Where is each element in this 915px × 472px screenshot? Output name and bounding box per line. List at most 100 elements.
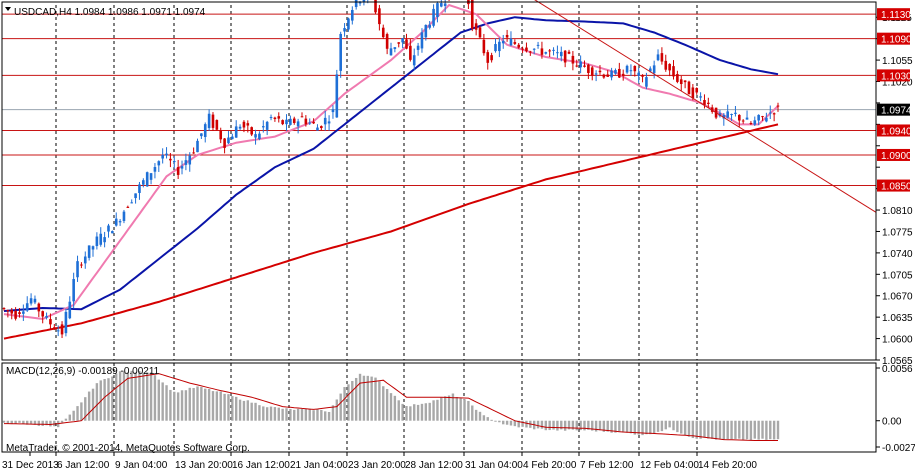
macd-bar bbox=[676, 420, 679, 433]
candle-body bbox=[242, 121, 246, 128]
macd-bar bbox=[169, 389, 172, 421]
candle-body bbox=[776, 105, 780, 107]
macd-bar bbox=[583, 420, 586, 431]
macd-bar bbox=[463, 399, 466, 421]
candlesticks bbox=[2, 0, 780, 339]
level-price-tag bbox=[877, 179, 910, 192]
candle-body bbox=[347, 18, 350, 30]
candle-body bbox=[548, 50, 551, 52]
candle-body bbox=[215, 120, 219, 130]
macd-bar bbox=[622, 420, 625, 433]
macd-bar bbox=[211, 391, 215, 421]
candle-body bbox=[668, 63, 671, 71]
macd-bar bbox=[525, 420, 528, 428]
macd-bar bbox=[269, 406, 273, 421]
candle-body bbox=[397, 42, 401, 44]
macd-bar bbox=[111, 376, 114, 421]
macd-bar bbox=[378, 381, 381, 421]
candle-body bbox=[656, 54, 660, 61]
macd-bar bbox=[591, 420, 594, 431]
time-label: 9 Jan 04:00 bbox=[115, 460, 168, 471]
macd-bar bbox=[204, 388, 207, 421]
macd-bar bbox=[571, 420, 575, 430]
macd-bar bbox=[22, 420, 25, 424]
macd-bar bbox=[579, 420, 582, 431]
resistance-trendline[interactable] bbox=[465, 0, 877, 213]
macd-bar bbox=[374, 377, 377, 421]
candle-body bbox=[327, 121, 331, 124]
macd-bar bbox=[625, 420, 629, 433]
candle-body bbox=[142, 180, 145, 185]
macd-bar bbox=[277, 407, 280, 421]
level-price-tag bbox=[877, 148, 910, 161]
macd-bar bbox=[741, 420, 745, 441]
candle-body bbox=[203, 124, 207, 138]
macd-bar bbox=[115, 373, 118, 421]
macd-bar bbox=[165, 385, 168, 421]
symbol-menu-arrow-icon[interactable] bbox=[5, 7, 11, 11]
candle-body bbox=[703, 100, 706, 105]
candle-body bbox=[49, 319, 52, 325]
macd-bar bbox=[486, 417, 489, 421]
candle-body bbox=[707, 102, 710, 104]
macd-tick-label: -0.00279 bbox=[882, 443, 915, 454]
candle-body bbox=[532, 48, 536, 50]
candle-body bbox=[312, 121, 315, 124]
candle-body bbox=[281, 120, 284, 125]
macd-bar bbox=[258, 405, 261, 421]
candle-body bbox=[629, 70, 633, 72]
macd-bar bbox=[176, 392, 180, 421]
macd-bar bbox=[691, 420, 695, 439]
macd-bar bbox=[405, 406, 408, 421]
candle-body bbox=[412, 55, 416, 66]
macd-bar bbox=[776, 420, 780, 440]
price-tick-label: 1.1055 bbox=[882, 56, 913, 67]
macd-bar bbox=[145, 372, 149, 421]
candle-body bbox=[772, 113, 776, 115]
macd-bar bbox=[711, 420, 714, 439]
candle-body bbox=[258, 133, 261, 140]
macd-bar bbox=[149, 372, 153, 421]
price-tick-label: 1.0565 bbox=[882, 356, 913, 367]
macd-bar bbox=[161, 382, 164, 421]
candle-body bbox=[22, 311, 25, 314]
candle-body bbox=[227, 137, 230, 144]
macd-bar bbox=[707, 420, 710, 439]
candle-body bbox=[320, 126, 323, 129]
macd-bar bbox=[347, 384, 350, 421]
macd-bar bbox=[76, 406, 79, 421]
macd-bar bbox=[393, 395, 397, 421]
level-price-tag-label: 1.0940 bbox=[881, 126, 912, 137]
time-grid bbox=[55, 5, 698, 452]
candle-body bbox=[95, 236, 99, 247]
candle-body bbox=[339, 33, 342, 71]
macd-bar bbox=[87, 391, 91, 421]
candle-body bbox=[664, 60, 668, 70]
candle-body bbox=[10, 310, 14, 314]
candle-body bbox=[99, 233, 103, 245]
macd-bar bbox=[246, 400, 250, 421]
candle-body bbox=[308, 122, 312, 124]
candle-body bbox=[223, 138, 226, 148]
macd-bar bbox=[606, 420, 609, 432]
candle-body bbox=[261, 126, 265, 128]
time-label: 4 Feb 20:00 bbox=[523, 460, 577, 471]
macd-bar bbox=[200, 387, 203, 421]
time-label: 21 Jan 04:00 bbox=[290, 460, 348, 471]
macd-bar bbox=[459, 398, 462, 421]
chart-frame bbox=[1, 1, 877, 453]
macd-bar bbox=[351, 380, 354, 421]
trendline[interactable] bbox=[465, 0, 877, 213]
candle-body bbox=[161, 154, 164, 159]
macd-bar bbox=[401, 403, 404, 421]
candle-body bbox=[176, 167, 180, 175]
macd-bar bbox=[300, 408, 304, 421]
level-price-tag-label: 1.0850 bbox=[881, 182, 912, 193]
macd-bar bbox=[207, 389, 211, 421]
macd-bar bbox=[745, 420, 749, 440]
macd-bar bbox=[324, 411, 327, 421]
macd-bar bbox=[587, 420, 590, 430]
macd-bar bbox=[443, 396, 447, 421]
candle-body bbox=[83, 256, 87, 264]
